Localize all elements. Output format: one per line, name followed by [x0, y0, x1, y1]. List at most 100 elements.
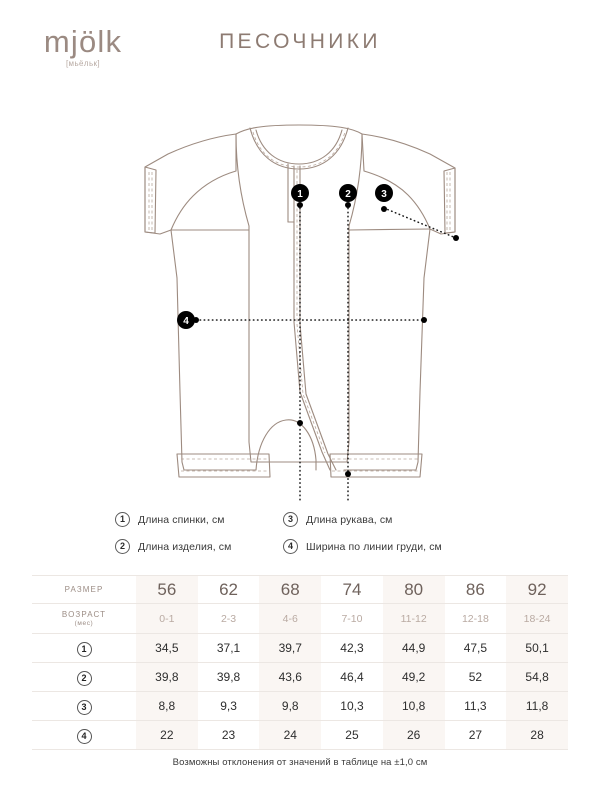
size-cell-1: 62 [197, 575, 260, 604]
age-cell-1: 2-3 [197, 603, 260, 634]
size-cell-6: 92 [506, 575, 568, 604]
cell-r3-c6: 11,8 [506, 691, 568, 721]
table-row-measure-3: 3 8,8 9,3 9,8 10,3 10,8 11,3 11,8 [32, 691, 568, 721]
crotch-curve [255, 419, 317, 471]
cell-r1-c1: 37,1 [197, 633, 260, 663]
table-row-measure-1: 1 34,5 37,1 39,7 42,3 44,9 47,5 50,1 [32, 633, 568, 663]
cell-r1-c2: 39,7 [259, 633, 322, 663]
cell-r3-c3: 10,3 [321, 691, 383, 721]
legend-number-1: 1 [115, 512, 130, 527]
measure-row-num-2: 2 [32, 662, 136, 692]
cell-r1-c4: 44,9 [382, 633, 445, 663]
marker-1-badge [291, 184, 309, 202]
cell-r1-c5: 47,5 [444, 633, 507, 663]
age-cell-3: 7-10 [321, 603, 383, 634]
cell-r1-c0: 34,5 [136, 633, 198, 663]
tolerance-footnote: Возможны отклонения от значений в таблиц… [172, 757, 428, 768]
measure-row-num-4: 4 [32, 720, 136, 750]
cell-r4-c5: 27 [444, 720, 507, 750]
marker-4-badge [177, 311, 195, 329]
legend-label-2: Длина изделия, см [138, 540, 232, 553]
cell-r2-c5: 52 [444, 662, 507, 692]
legend-label-3: Длина рукава, см [306, 513, 393, 526]
cell-r3-c5: 11,3 [444, 691, 507, 721]
cell-r3-c2: 9,8 [259, 691, 322, 721]
right-sleeve-outline [361, 133, 456, 235]
row-number-badge-4: 4 [76, 729, 92, 744]
marker-1-label: 1 [297, 189, 303, 200]
garment-illustration: 1 2 3 4 [0, 92, 600, 502]
right-hem-band [329, 453, 423, 478]
size-cell-2: 68 [259, 575, 322, 604]
marker-2-badge [339, 184, 357, 202]
left-hem-band [176, 453, 271, 478]
right-armhole-join [348, 228, 431, 231]
brand-transcription: [мьёльк] [65, 59, 101, 68]
cell-r1-c6: 50,1 [506, 633, 568, 663]
table-row-measure-4: 4 22 23 24 25 26 27 28 [32, 720, 568, 750]
row-number-badge-2: 2 [76, 671, 92, 686]
right-leg-hem-line [343, 461, 419, 471]
marker-3-badge [375, 184, 393, 202]
legend-item-1: 1 Длина спинки, см [115, 512, 283, 527]
cell-r4-c6: 28 [506, 720, 568, 750]
cell-r3-c4: 10,8 [382, 691, 445, 721]
left-side-seam [170, 229, 183, 463]
table-row-age: ВОЗРАСТ (мес) 0-1 2-3 4-6 7-10 11-12 12-… [32, 603, 568, 634]
age-row-label: ВОЗРАСТ (мес) [32, 603, 136, 634]
size-table: РАЗМЕР 56 62 68 74 80 86 92 ВОЗРАСТ (мес… [32, 575, 568, 750]
marker-4-label: 4 [183, 316, 189, 327]
row-number-badge-1: 1 [76, 642, 92, 657]
measure-row-num-1: 1 [32, 633, 136, 663]
size-cell-3: 74 [321, 575, 383, 604]
zipper-line [293, 165, 331, 471]
age-label-text: ВОЗРАСТ [61, 610, 107, 619]
neck-stitch [252, 131, 346, 168]
legend-label-4: Ширина по линии груди, см [306, 540, 442, 553]
age-unit-text: (мес) [74, 620, 94, 627]
cell-r4-c2: 24 [259, 720, 322, 750]
cell-r4-c0: 22 [136, 720, 198, 750]
age-cell-5: 12-18 [444, 603, 507, 634]
age-cell-0: 0-1 [136, 603, 198, 634]
row-number-badge-3: 3 [76, 700, 92, 715]
zipper-stitch [296, 170, 326, 454]
cell-r2-c4: 49,2 [382, 662, 445, 692]
age-cell-6: 18-24 [506, 603, 568, 634]
legend-number-2: 2 [115, 539, 130, 554]
cell-r2-c6: 54,8 [506, 662, 568, 692]
brand-logo: mjölk [мьёльк] [28, 26, 138, 68]
cell-r2-c1: 39,8 [197, 662, 260, 692]
cell-r4-c3: 25 [321, 720, 383, 750]
page-header: mjölk [мьёльк] ПЕСОЧНИКИ [0, 0, 600, 92]
legend-item-3: 3 Длина рукава, см [283, 512, 485, 527]
table-row-measure-2: 2 39,8 39,8 43,6 46,4 49,2 52 54,8 [32, 662, 568, 692]
legend-label-1: Длина спинки, см [138, 513, 225, 526]
marker-2-label: 2 [345, 189, 351, 200]
neck-outer [249, 127, 349, 170]
age-cell-2: 4-6 [259, 603, 322, 634]
size-table-body: РАЗМЕР 56 62 68 74 80 86 92 ВОЗРАСТ (мес… [32, 575, 568, 750]
measure-row-num-3: 3 [32, 691, 136, 721]
marker-badges: 1 2 3 4 [177, 184, 393, 329]
cell-r2-c2: 43,6 [259, 662, 322, 692]
left-leg-hem-line [181, 461, 257, 471]
measure-line-3 [383, 207, 457, 239]
neck-inner [255, 129, 343, 165]
cell-r3-c0: 8,8 [136, 691, 198, 721]
cell-r4-c1: 23 [197, 720, 260, 750]
brand-name: mjölk [43, 24, 123, 59]
cell-r1-c3: 42,3 [321, 633, 383, 663]
table-row-size: РАЗМЕР 56 62 68 74 80 86 92 [32, 575, 568, 604]
body-outline [235, 124, 363, 463]
age-cell-4: 11-12 [382, 603, 445, 634]
cell-r2-c3: 46,4 [321, 662, 383, 692]
left-sleeve-outline [144, 133, 237, 235]
cell-r4-c4: 26 [382, 720, 445, 750]
legend-item-4: 4 Ширина по линии груди, см [283, 539, 485, 554]
left-cuff [144, 166, 157, 234]
page-title: ПЕСОЧНИКИ [219, 30, 381, 53]
legend-number-3: 3 [283, 512, 298, 527]
size-row-label: РАЗМЕР [32, 575, 136, 604]
